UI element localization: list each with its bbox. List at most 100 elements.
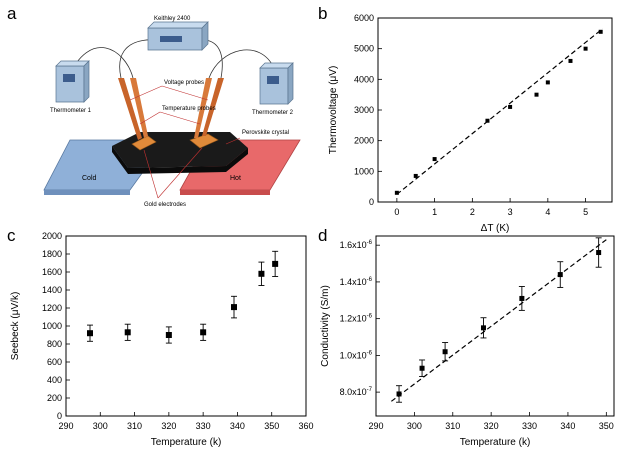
- x-tick-label: 290: [368, 421, 383, 431]
- y-tick-mantissa: 8.0x10: [340, 387, 367, 397]
- voltage-probe-right: [202, 78, 224, 136]
- y-tick-exponent: -6: [367, 314, 373, 320]
- data-point: [534, 92, 539, 97]
- x-tick-label: 0: [394, 207, 399, 217]
- y-tick-label: 800: [47, 339, 62, 349]
- data-point: [545, 80, 550, 85]
- keithley-label: Keithley 2400: [154, 16, 191, 22]
- y-tick-label: 600: [47, 357, 62, 367]
- x-tick-label: 4: [545, 207, 550, 217]
- perovskite-crystal-label: Perovskite crystal: [242, 130, 289, 136]
- y-tick-label: 5000: [354, 44, 374, 54]
- thermometer-1-label: Thermometer 1: [50, 108, 92, 114]
- x-tick-label: 3: [508, 207, 513, 217]
- data-point: [557, 272, 563, 278]
- y-tick-label: 3000: [354, 105, 374, 115]
- x-tick-label: 290: [58, 421, 73, 431]
- plot-frame: [377, 17, 613, 203]
- thermometer-2-label: Thermometer 2: [252, 110, 294, 116]
- y-tick-label: 200: [47, 393, 62, 403]
- temperature-probes-label: Temperature probes: [162, 106, 216, 112]
- x-tick-label: 300: [93, 421, 108, 431]
- y-tick-exponent: -6: [367, 277, 373, 283]
- y-tick-label: 1200: [42, 303, 62, 313]
- x-tick-label: 310: [127, 421, 142, 431]
- y-tick-label: 1000: [354, 166, 374, 176]
- y-axis-label: Thermovoltage (μV): [328, 66, 339, 155]
- conductivity-chart: 290 300 310 320 330 340 3508.0x10-71.0x10-61.2…: [320, 235, 615, 448]
- panel-label-a: a: [7, 4, 17, 23]
- y-tick-exponent: -7: [367, 387, 373, 393]
- y-tick-label: 0: [369, 197, 374, 207]
- data-point: [124, 329, 131, 336]
- x-tick-label: 5: [583, 207, 588, 217]
- data-point: [442, 349, 448, 355]
- y-tick-label: 2000: [42, 231, 62, 241]
- fit-line: [396, 28, 603, 195]
- x-tick-label: 330: [522, 421, 537, 431]
- x-tick-label: 330: [196, 421, 211, 431]
- seebeck-chart: 290 300 310 320 330 340 350 360 0 200 400 600 800 100…: [10, 231, 314, 448]
- x-tick-label: 360: [298, 421, 313, 431]
- perovskite-crystal: [112, 132, 248, 168]
- plot-frame: [65, 235, 307, 417]
- data-point: [485, 118, 490, 123]
- panel-label-b: b: [318, 4, 328, 23]
- x-axis-label: ΔT (K): [481, 223, 510, 234]
- temperature-probe-left: [130, 78, 148, 138]
- data-point: [596, 250, 602, 256]
- schematic-diagram: Keithley 2400 Thermometer 1 Thermometer …: [43, 16, 301, 208]
- y-tick-label: 6000: [354, 13, 374, 23]
- data-point: [396, 391, 402, 397]
- voltage-probes-label: Voltage probes: [164, 80, 204, 86]
- data-point: [583, 46, 588, 51]
- data-point: [200, 329, 207, 336]
- cold-label: Cold: [82, 175, 97, 182]
- thermovoltage-chart: 0 1 2 3 4 5 0 1000 2000 3000 4000 5000 6000 ΔT (K) The…: [328, 13, 613, 234]
- x-axis-label: Temperature (k): [151, 437, 222, 448]
- y-tick-label: 1.6x10-6: [340, 240, 373, 250]
- data-point: [394, 190, 399, 195]
- y-tick-mantissa: 1.2x10: [340, 314, 367, 324]
- data-point: [432, 157, 437, 162]
- x-axis-label: Temperature (k): [460, 437, 531, 448]
- y-tick-label: 0: [57, 411, 62, 421]
- thermometer-1-box: [55, 65, 85, 103]
- y-tick-label: 2000: [354, 136, 374, 146]
- x-tick-label: 320: [161, 421, 176, 431]
- data-point: [508, 104, 513, 109]
- x-tick-label: 340: [560, 421, 575, 431]
- y-tick-exponent: -6: [367, 350, 373, 356]
- thermometer-2-box: [259, 67, 289, 105]
- x-tick-label: 340: [230, 421, 245, 431]
- x-tick-label: 300: [407, 421, 422, 431]
- y-tick-label: 1400: [42, 285, 62, 295]
- y-tick-mantissa: 1.4x10: [340, 277, 367, 287]
- y-tick-label: 4000: [354, 74, 374, 84]
- data-point: [519, 295, 525, 301]
- data-point: [272, 260, 279, 267]
- y-tick-label: 400: [47, 375, 62, 385]
- y-tick-mantissa: 1.6x10: [340, 240, 367, 250]
- data-point: [258, 270, 265, 277]
- data-point: [165, 332, 172, 338]
- gold-electrode-left: [131, 135, 157, 151]
- temperature-probe-right: [194, 78, 212, 138]
- panel-label-d: d: [318, 226, 328, 245]
- hot-plate-edge: [180, 190, 270, 195]
- x-tick-label: 2: [470, 207, 475, 217]
- cold-plate-edge: [44, 190, 130, 195]
- y-tick-exponent: -6: [367, 240, 373, 246]
- y-tick-label: 1.0x10-6: [340, 350, 373, 360]
- plot-frame: [375, 235, 615, 417]
- data-point: [231, 304, 237, 311]
- data-point: [480, 325, 486, 331]
- x-tick-label: 1: [432, 207, 437, 217]
- data-point: [598, 29, 603, 34]
- y-axis-label: Seebeck (μV/k): [10, 292, 21, 361]
- gold-electrodes-label: Gold electrodes: [144, 202, 186, 208]
- y-tick-label: 1600: [42, 267, 62, 277]
- x-tick-label: 310: [445, 421, 460, 431]
- y-axis-label: Conductivity (S/m): [320, 285, 331, 367]
- thermometer-2-display: [267, 76, 279, 84]
